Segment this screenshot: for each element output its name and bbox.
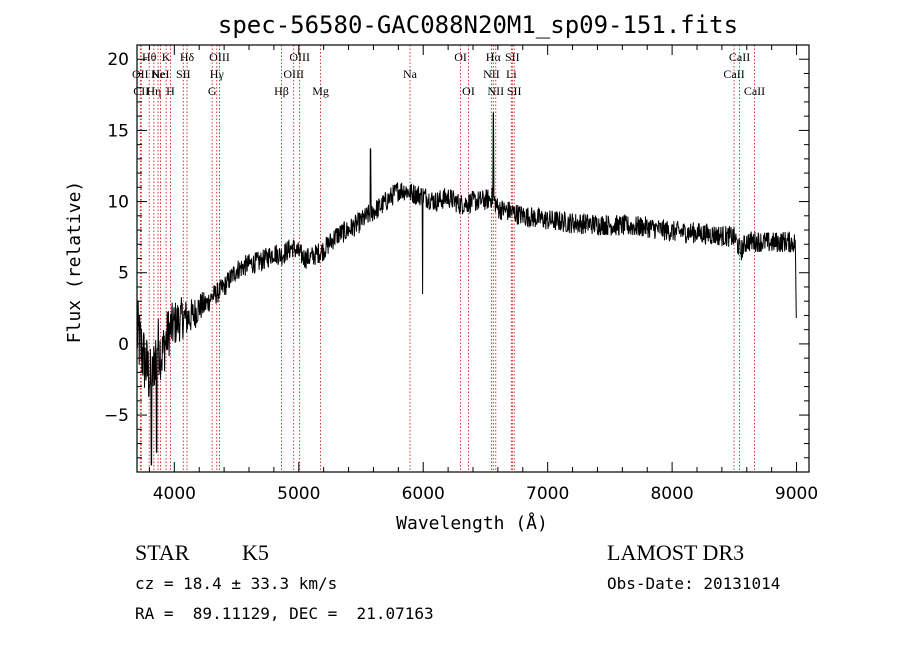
reference-line-label: OII [132, 67, 149, 81]
spectrum-group [136, 112, 797, 466]
x-tick-labels: 4000 5000 6000 7000 8000 9000 [153, 484, 818, 504]
chart-title: spec-56580-GAC088N20M1_sp09-151.fits [218, 11, 738, 39]
survey-label: LAMOST DR3 [607, 540, 745, 565]
y-tick-label: 5 [118, 264, 129, 284]
x-tick-label: 8000 [650, 484, 693, 504]
object-class: STAR [135, 540, 190, 565]
coordinates-text: RA = 89.11129, DEC = 21.07163 [135, 604, 434, 623]
reference-lines: OIICIIHθHηNeHeIKHSIIHδGHγOIIIHβOIIIOIIIM… [132, 45, 765, 472]
x-tick-label: 6000 [402, 484, 445, 504]
reference-line-label: SII [505, 50, 520, 64]
reference-line-label: OIII [289, 50, 310, 64]
reference-line-label: Mg [312, 84, 329, 98]
reference-line-label: OI [454, 50, 467, 64]
reference-line-label: HeI [152, 67, 170, 81]
reference-line-label: NII [487, 84, 504, 98]
reference-line-label: Hβ [274, 84, 289, 98]
redshift-text: cz = 18.4 ± 33.3 km/s [135, 574, 338, 593]
y-tick-label: 15 [107, 121, 129, 141]
reference-line-label: CaII [744, 84, 765, 98]
reference-line-label: Hθ [142, 50, 157, 64]
object-subclass: K5 [242, 540, 269, 565]
x-axis-label: Wavelength (Å) [396, 512, 548, 534]
plot-frame [136, 44, 810, 473]
x-tick-label: 9000 [775, 484, 818, 504]
reference-line-label: NII [483, 67, 500, 81]
reference-line-label: OIII [283, 67, 304, 81]
reference-line-label: SII [507, 84, 522, 98]
y-tick-labels: −5 0 5 10 15 20 [104, 50, 129, 426]
reference-line-label: OI [462, 84, 475, 98]
y-tick-label: 0 [118, 335, 129, 355]
reference-line-label: G [208, 84, 217, 98]
reference-line-label: K [162, 50, 171, 64]
reference-line-label: H [166, 84, 175, 98]
reference-line-label: CaII [723, 67, 744, 81]
reference-line-label: Li [506, 67, 517, 81]
spectrum-line [136, 112, 797, 466]
reference-line-label: OIII [209, 50, 230, 64]
reference-line-label: Hγ [210, 67, 225, 81]
obs-date-text: Obs-Date: 20131014 [607, 574, 781, 593]
y-tick-label: 20 [107, 50, 129, 70]
y-axis-label: Flux (relative) [64, 181, 85, 344]
x-tick-label: 5000 [277, 484, 320, 504]
axis-ticks [137, 45, 809, 472]
x-tick-label: 7000 [526, 484, 569, 504]
reference-line-label: Ne [151, 67, 165, 81]
reference-line-label: SII [176, 67, 191, 81]
x-tick-label: 4000 [153, 484, 196, 504]
reference-line-label: Hα [486, 50, 502, 64]
reference-line-label: Hη [146, 84, 161, 98]
y-tick-label: −5 [104, 406, 129, 426]
reference-line-label: Na [403, 67, 418, 81]
reference-line-label: Hδ [180, 50, 195, 64]
y-tick-label: 10 [107, 193, 129, 213]
reference-line-label: CaII [729, 50, 750, 64]
